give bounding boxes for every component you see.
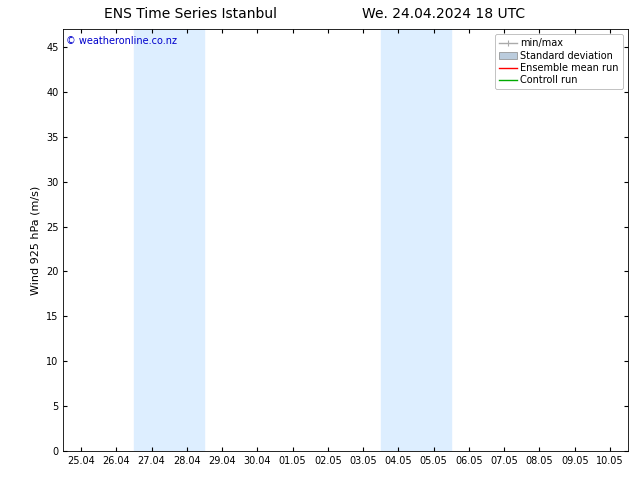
Bar (134, 29, 204, 451)
Text: We. 24.04.2024 18 UTC: We. 24.04.2024 18 UTC (362, 7, 526, 22)
Y-axis label: Wind 925 hPa (m/s): Wind 925 hPa (m/s) (30, 186, 41, 294)
Legend: min/max, Standard deviation, Ensemble mean run, Controll run: min/max, Standard deviation, Ensemble me… (495, 34, 623, 89)
Text: ENS Time Series Istanbul: ENS Time Series Istanbul (104, 7, 276, 22)
Text: © weatheronline.co.nz: © weatheronline.co.nz (66, 36, 178, 46)
Bar (381, 29, 451, 451)
